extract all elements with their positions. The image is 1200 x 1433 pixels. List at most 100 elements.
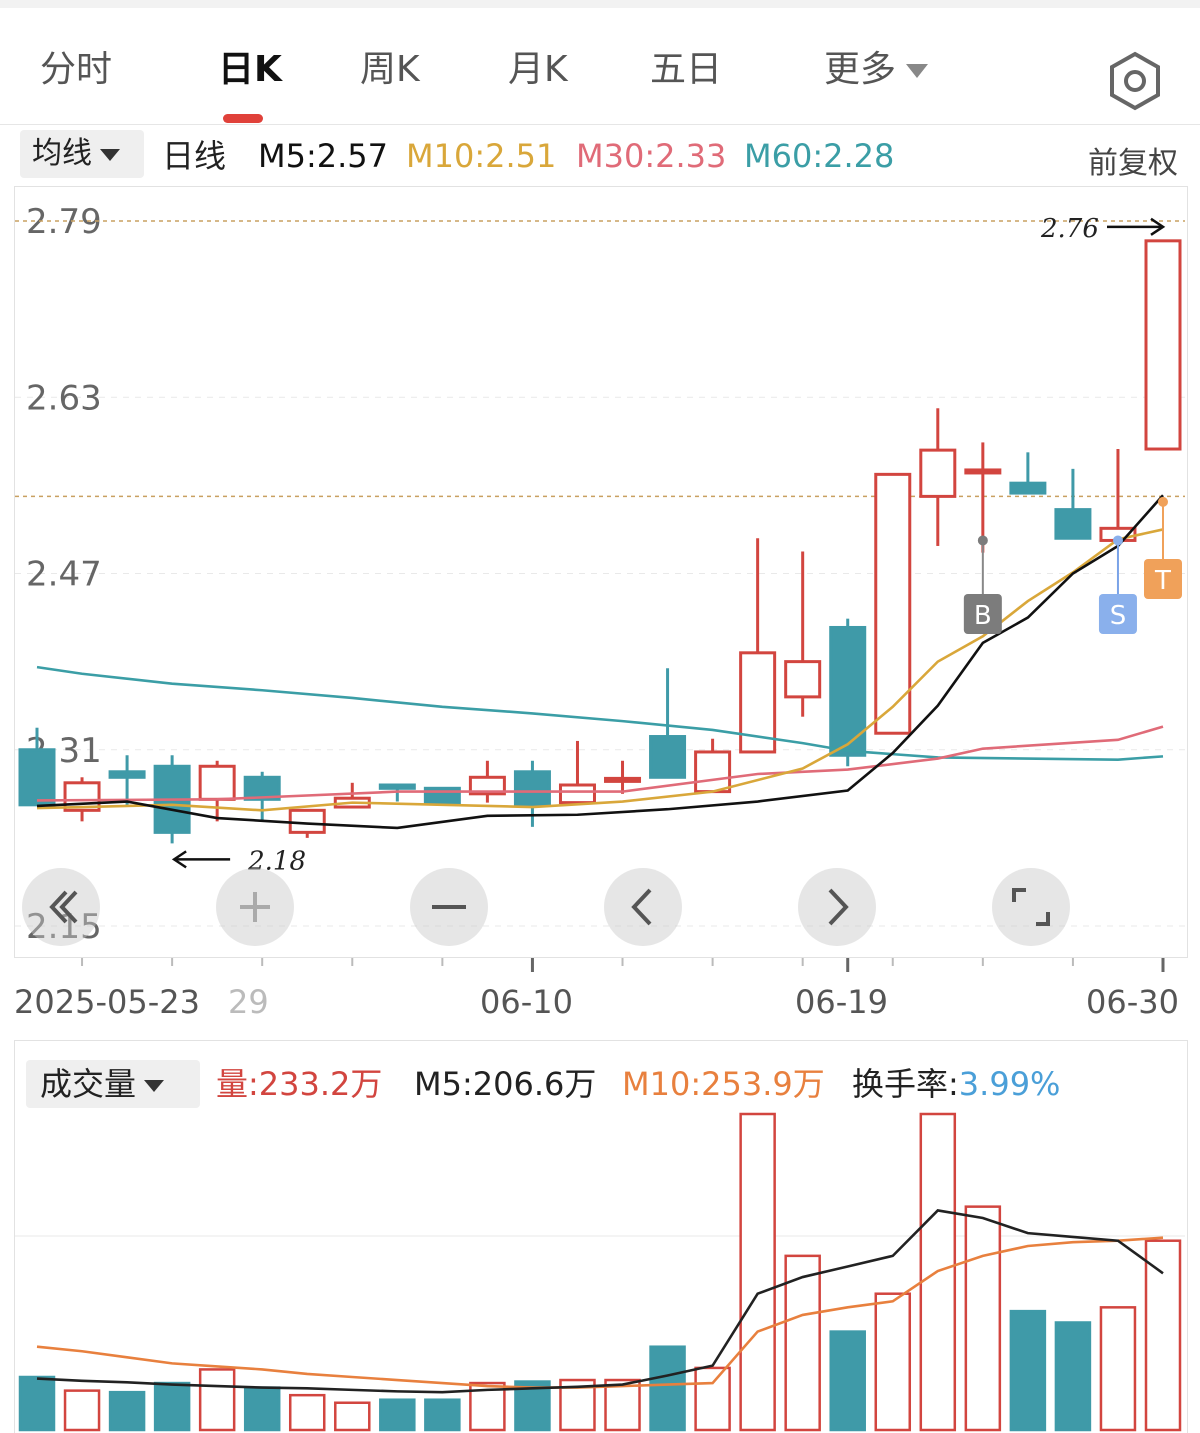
tab-more-label: 更多 — [824, 49, 897, 90]
scroll-right-button[interactable] — [798, 868, 876, 946]
candle-body — [108, 770, 146, 779]
ma5-line — [36, 494, 1164, 830]
kline-chart[interactable]: 2.792.632.472.312.15 2.762.18B ST — [0, 0, 1200, 1040]
active-tab-indicator — [223, 114, 263, 123]
date-label-0630: 06-30 — [1086, 983, 1179, 1021]
high-arrowhead — [1150, 217, 1166, 236]
candle — [18, 727, 56, 807]
candle-body — [1144, 239, 1182, 451]
t-marker-badge — [1144, 559, 1182, 599]
candle — [288, 808, 326, 838]
fullscreen-button[interactable] — [992, 868, 1070, 946]
candle — [513, 760, 551, 827]
tab-weekly-k[interactable]: 周K — [360, 49, 420, 90]
candle-body — [649, 735, 687, 779]
zoom-out-button[interactable] — [410, 868, 488, 946]
scroll-left-far-button[interactable] — [22, 868, 100, 946]
adjust-mode[interactable]: 前复权 — [1088, 146, 1178, 181]
turnover-value: 3.99% — [958, 1065, 1061, 1103]
ma60-line — [36, 665, 1164, 761]
candle — [919, 408, 957, 546]
candle — [108, 755, 146, 805]
candle — [1144, 239, 1182, 451]
period-label: 日线 — [162, 137, 227, 175]
turnover-label-text: 换手率: — [852, 1065, 959, 1103]
candle-body — [694, 750, 732, 794]
high-price-label: 2.76 — [1040, 214, 1099, 244]
candle-body — [874, 472, 912, 735]
volume-m5-value: M5:206.6万 — [414, 1065, 597, 1103]
candle-body — [198, 764, 236, 801]
volume-indicator-dropdown[interactable]: 成交量 — [26, 1060, 200, 1108]
candle-body — [964, 468, 1002, 475]
tab-monthly-k[interactable]: 月K — [508, 49, 568, 90]
candle-body — [1054, 508, 1092, 540]
sell-marker-dot — [1112, 535, 1123, 546]
status-strip — [0, 0, 1200, 8]
candle — [694, 738, 732, 794]
candle-body — [784, 660, 822, 699]
buy-marker-label: B — [974, 601, 992, 631]
candle — [784, 551, 822, 717]
price-grid: 2.792.632.472.312.15 — [15, 202, 1185, 972]
volume-dropdown-label: 成交量 — [40, 1065, 137, 1103]
candle — [423, 786, 461, 806]
chevron-down-icon — [144, 1080, 165, 1092]
candle-body — [558, 783, 596, 805]
candle-body — [513, 770, 551, 807]
buy-marker-dot — [977, 535, 988, 546]
ma30-value: M30:2.33 — [576, 137, 727, 175]
settings-icon[interactable] — [1104, 50, 1166, 112]
candle — [198, 760, 236, 822]
candle — [649, 668, 687, 779]
chevron-down-icon — [100, 148, 120, 161]
candles — [18, 239, 1182, 844]
tab-daily-k[interactable]: 日K — [218, 49, 282, 90]
low-arrowhead — [171, 850, 187, 869]
candle-body — [288, 808, 326, 834]
ma-dropdown-label: 均线 — [32, 136, 92, 171]
candle-body — [243, 775, 281, 801]
tab-more[interactable]: 更多 — [824, 48, 929, 92]
y-tick-label: 2.47 — [26, 555, 102, 595]
chevron-down-icon — [906, 64, 929, 78]
tab-intraday[interactable]: 分时 — [40, 49, 113, 90]
candle-body — [919, 448, 957, 498]
candle-body — [1009, 481, 1047, 495]
y-tick-label: 2.79 — [26, 202, 102, 242]
kline-chart-frame[interactable] — [14, 186, 1188, 958]
zoom-in-button[interactable] — [216, 868, 294, 946]
ma-legend-row: 均线 日线 M5:2.57 M10:2.51 M30:2.33 M60:2.28… — [0, 124, 1200, 186]
sell-marker-badge — [1098, 594, 1137, 634]
y-tick-label: 2.63 — [26, 378, 102, 418]
turnover-label: 换手率:3.99% — [852, 1064, 1060, 1104]
ma60-value: M60:2.28 — [744, 137, 895, 175]
date-label-0619: 06-19 — [795, 983, 888, 1021]
ma5-value: M5:2.57 — [258, 137, 388, 175]
candle-body — [829, 625, 867, 757]
candle-body — [468, 775, 506, 796]
volume-legend-row: 成交量 量:233.2万 M5:206.6万 M10:253.9万 换手率:3.… — [0, 1052, 1200, 1112]
candle-body — [378, 783, 416, 790]
candle — [468, 760, 506, 803]
t-marker-label: T — [1154, 566, 1171, 596]
buy-marker-badge — [963, 594, 1002, 634]
candle — [1054, 468, 1092, 540]
volume-chart-frame[interactable] — [14, 1040, 1188, 1433]
tab-five-day[interactable]: 五日 — [650, 49, 723, 90]
t-marker-dot — [1158, 496, 1168, 507]
ma10-value: M10:2.51 — [406, 137, 557, 175]
scroll-left-button[interactable] — [604, 868, 682, 946]
candle — [739, 538, 777, 754]
date-label-29: 29 — [228, 983, 269, 1021]
period-tabs: 分时 日K 周K 月K 五日 更多 — [0, 8, 1200, 125]
candle-body — [18, 748, 56, 807]
ma-dropdown[interactable]: 均线 — [20, 130, 144, 178]
date-label-start: 2025-05-23 — [14, 983, 200, 1021]
ma10-line — [36, 528, 1164, 812]
ma30-line — [36, 725, 1164, 802]
y-tick-label: 2.15 — [26, 907, 102, 947]
low-price-label: 2.18 — [247, 846, 306, 876]
chart-markers: 2.76 2.18 B ST — [171, 214, 1182, 876]
candle — [874, 472, 912, 735]
